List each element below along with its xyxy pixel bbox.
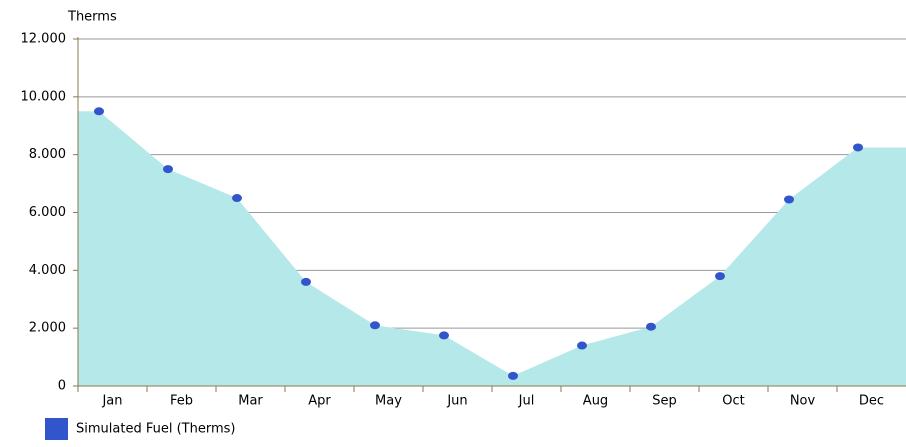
x-tick-label: Feb [170, 394, 193, 409]
point [163, 165, 173, 174]
x-tick-label: Nov [790, 394, 816, 409]
x-tick-label: Dec [859, 394, 884, 409]
area [99, 111, 858, 387]
legend-label: Simulated Fuel (Therms) [76, 422, 235, 437]
y-tick-label: 4.000 [29, 263, 66, 278]
point [301, 277, 311, 286]
x-tick-label: Aug [583, 394, 608, 409]
y-tick-label: 8.000 [29, 147, 66, 162]
x-tick-label: Oct [722, 394, 744, 409]
point [646, 322, 656, 331]
x-tick-label: Apr [308, 394, 331, 409]
legend-swatch [45, 418, 68, 440]
x-tick-label: Sep [652, 394, 677, 409]
point [232, 194, 242, 203]
point [784, 195, 794, 204]
area-extension [858, 147, 906, 386]
y-tick-label: 10.000 [21, 89, 67, 104]
point [715, 272, 725, 281]
x-tick-label: Jul [518, 394, 535, 409]
point [577, 341, 587, 350]
y-tick-label: 6.000 [29, 205, 66, 220]
y-tick-label: 2.000 [29, 321, 66, 336]
point [853, 143, 863, 152]
x-tick-label: Jan [101, 394, 122, 409]
point [439, 331, 449, 340]
x-tick-label: May [375, 394, 402, 409]
y-axis-label: Therms [67, 10, 117, 25]
x-tick-label: Jun [446, 394, 467, 409]
point [370, 321, 380, 330]
x-tick-label: Mar [238, 394, 263, 409]
area-extension [78, 111, 99, 387]
y-tick-label: 12.000 [21, 32, 67, 47]
y-tick-label: 0 [58, 379, 66, 394]
point [94, 107, 104, 116]
point [508, 371, 518, 380]
